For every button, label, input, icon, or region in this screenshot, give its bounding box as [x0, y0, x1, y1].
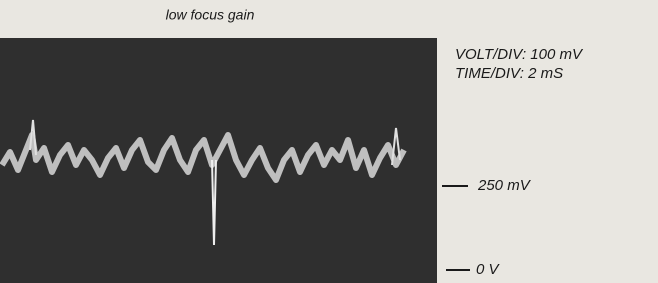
volt-div: VOLT/DIV: 100 mV: [455, 46, 584, 63]
time-div: TIME/DIV: 2 mS: [455, 65, 563, 82]
marker-label: 0 V: [476, 261, 501, 278]
screen-glow: [0, 38, 437, 283]
figure: low focus gain VOLT/DIV: 100 mV TIME/DIV…: [0, 0, 658, 283]
marker-label: 250 mV: [477, 177, 532, 194]
figure-title: low focus gain: [166, 7, 255, 23]
page: low focus gain VOLT/DIV: 100 mV TIME/DIV…: [0, 0, 658, 283]
